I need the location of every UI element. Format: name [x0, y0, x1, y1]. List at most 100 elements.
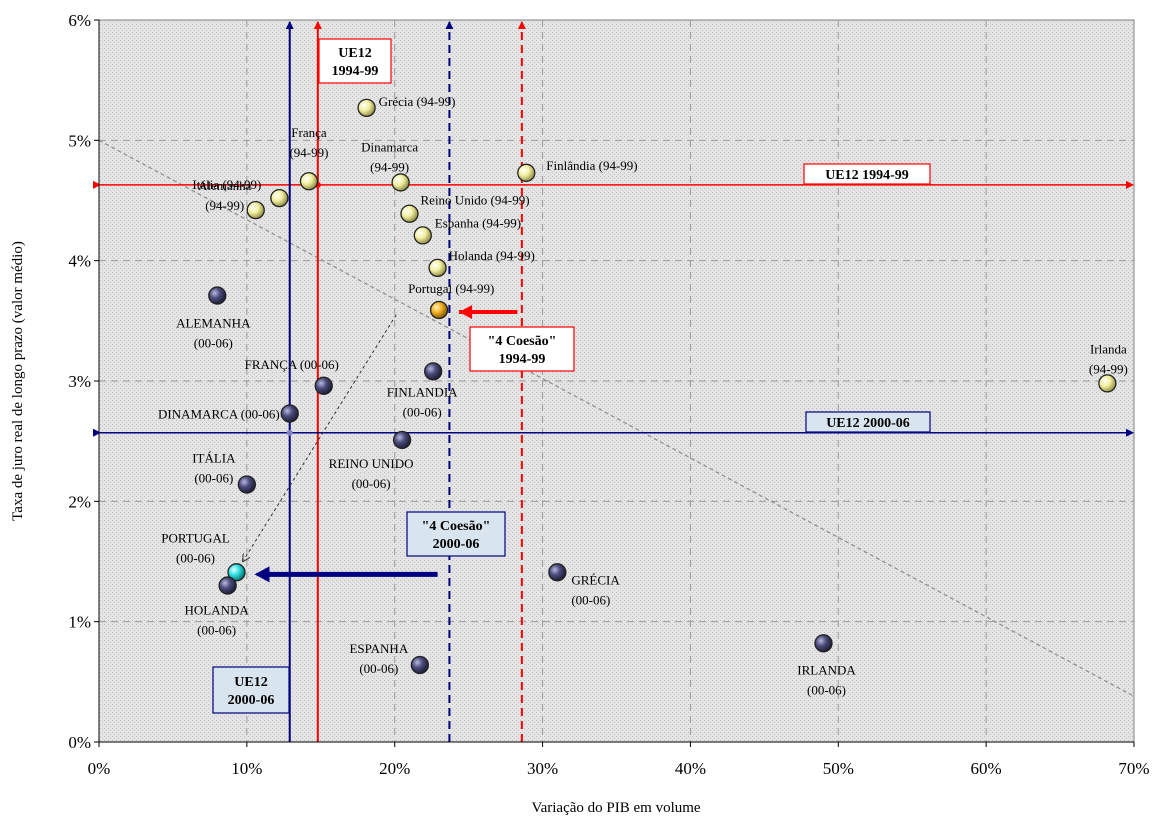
y-axis-label: Taxa de juro real de longo prazo (valor … — [10, 241, 26, 521]
coesao-94-99-label-box — [469, 326, 575, 372]
x-tick-label: 60% — [971, 759, 1002, 778]
y-tick-label: 3% — [68, 372, 91, 391]
point-label-00-06: (00-06) — [197, 623, 236, 638]
portugal-00-06-arrow-head — [254, 566, 270, 583]
x-tick-label: 40% — [675, 759, 706, 778]
point-94-99 — [400, 204, 419, 223]
point-94-99 — [299, 172, 319, 191]
point-label-94-99: (94-99) — [205, 198, 244, 213]
point-00-06 — [410, 655, 430, 675]
portugal-94-99-arrow-head — [459, 305, 473, 320]
x-tick-label: 10% — [231, 759, 262, 778]
point-label-94-99: Itália (94-99) — [192, 177, 261, 192]
point-00-06 — [314, 376, 333, 395]
point-label-00-06: ALEMANHA — [176, 316, 251, 331]
reference-line-labels: UE12 1994-99 UE12 1994-99 UE12 2000-06 UE12 2… — [212, 38, 931, 714]
point-94-99 — [429, 300, 449, 320]
annotation-arrows — [244, 305, 518, 583]
point-label-00-06: (00-06) — [194, 470, 233, 485]
point-label-94-99: Finlândia (94-99) — [546, 158, 637, 173]
x-tick-label: 0% — [88, 759, 111, 778]
point-label-94-99: Grécia (94-99) — [379, 94, 456, 109]
eu12-94-99-horizontal-label-text: UE12 1994-99 — [825, 168, 909, 183]
point-94-99 — [270, 188, 289, 208]
point-00-06 — [424, 362, 443, 381]
reference-lines — [93, 21, 1134, 742]
eu12-94-99-horizontal-label-box — [803, 163, 931, 185]
y-tick-label: 4% — [68, 252, 91, 271]
eu12-00-06-marker — [286, 429, 293, 436]
dashed-arrow-to-portugal — [244, 314, 397, 561]
point-label-94-99: Irlanda — [1090, 341, 1127, 356]
point-label-00-06: (00-06) — [359, 661, 398, 676]
point-label-00-06: (00-06) — [176, 550, 215, 565]
point-label-00-06: (00-06) — [194, 336, 233, 351]
eu12-00-06-vertical-label-box — [212, 666, 290, 714]
coesao-94-99-label-text: "4 Coesão" — [488, 334, 557, 349]
point-label-94-99: Espanha (94-99) — [435, 215, 521, 230]
point-00-06 — [814, 634, 833, 653]
coesao-94-99-label-text: 1994-99 — [499, 352, 546, 367]
point-labels: França (94-99) Itália (94-99)Alemanha (94-9… — [158, 94, 1128, 697]
eu12-94-99-vertical-label-box — [318, 38, 392, 84]
eu12-00-06-horizontal-label-box — [805, 411, 931, 433]
x-tick-label: 50% — [823, 759, 854, 778]
point-label-00-06: PORTUGAL — [161, 530, 230, 545]
x-tick-label: 20% — [379, 759, 410, 778]
y-tick-label: 2% — [68, 492, 91, 511]
point-00-06 — [208, 286, 227, 305]
coesao-00-06-label-text: 2000-06 — [433, 537, 480, 552]
point-label-00-06: (00-06) — [571, 592, 610, 607]
point-94-99 — [413, 226, 432, 245]
point-label-00-06: IRLANDA — [797, 662, 856, 677]
point-label-00-06: REINO UNIDO — [329, 456, 414, 471]
point-label-94-99: (94-99) — [289, 145, 328, 160]
point-label-00-06: (00-06) — [807, 682, 846, 697]
point-94-99 — [517, 163, 536, 182]
data-points — [208, 98, 1117, 675]
point-label-00-06: (00-06) — [352, 476, 391, 491]
point-label-00-06: FINLANDIA — [387, 384, 458, 399]
point-94-99 — [246, 200, 265, 220]
point-label-00-06: HOLANDA — [184, 603, 249, 618]
x-tick-label: 30% — [527, 759, 558, 778]
y-tick-label: 6% — [68, 11, 91, 30]
eu12-00-06-horizontal-label-text: UE12 2000-06 — [826, 416, 910, 431]
point-label-94-99: Holanda (94-99) — [449, 248, 535, 263]
eu12-00-06-vertical-label-text: UE12 — [234, 675, 267, 690]
point-label-94-99: Reino Unido (94-99) — [421, 193, 530, 208]
eu12-94-99-vertical-label-text: UE12 — [338, 46, 371, 61]
x-tick-label: 70% — [1118, 759, 1149, 778]
point-94-99 — [1098, 374, 1117, 393]
point-94-99 — [357, 98, 376, 117]
gridlines — [99, 20, 1134, 742]
point-label-00-06: (00-06) — [403, 404, 442, 419]
point-00-06 — [548, 563, 567, 582]
point-94-99 — [428, 258, 447, 278]
point-label-94-99: (94-99) — [370, 159, 409, 174]
axes: 0% 10% 20% 30% 40% 50% 60% 70% 0% 1% 2% 3% 4% 5% 6% — [68, 11, 1149, 778]
point-00-06 — [392, 430, 412, 450]
point-label-00-06: ITÁLIA — [192, 450, 236, 465]
point-label-00-06: FRANÇA (00-06) — [245, 357, 339, 372]
point-label-94-99: (94-99) — [1089, 361, 1128, 376]
point-00-06 — [218, 576, 237, 595]
point-label-94-99: Dinamarca — [361, 139, 418, 154]
y-tick-label: 5% — [68, 131, 91, 150]
point-label-94-99: França — [291, 125, 327, 140]
point-label-94-99: Alemanha — [198, 178, 252, 193]
point-label-94-99: Portugal (94-99) — [408, 281, 494, 296]
point-label-00-06: DINAMARCA (00-06) — [158, 406, 280, 421]
eu12-94-99-vertical-label-text: 1994-99 — [332, 64, 379, 79]
coesao-00-06-label-box — [406, 511, 506, 557]
coesao-00-06-label-text: "4 Coesão" — [422, 519, 491, 534]
point-label-00-06: ESPANHA — [349, 641, 408, 656]
point-label-00-06: GRÉCIA — [571, 572, 620, 587]
point-00-06 — [227, 563, 246, 582]
point-00-06 — [280, 404, 299, 423]
y-tick-label: 0% — [68, 733, 91, 752]
y-tick-label: 1% — [68, 613, 91, 632]
eu12-00-06-vertical-label-text: 2000-06 — [228, 693, 275, 708]
point-94-99 — [391, 173, 410, 192]
